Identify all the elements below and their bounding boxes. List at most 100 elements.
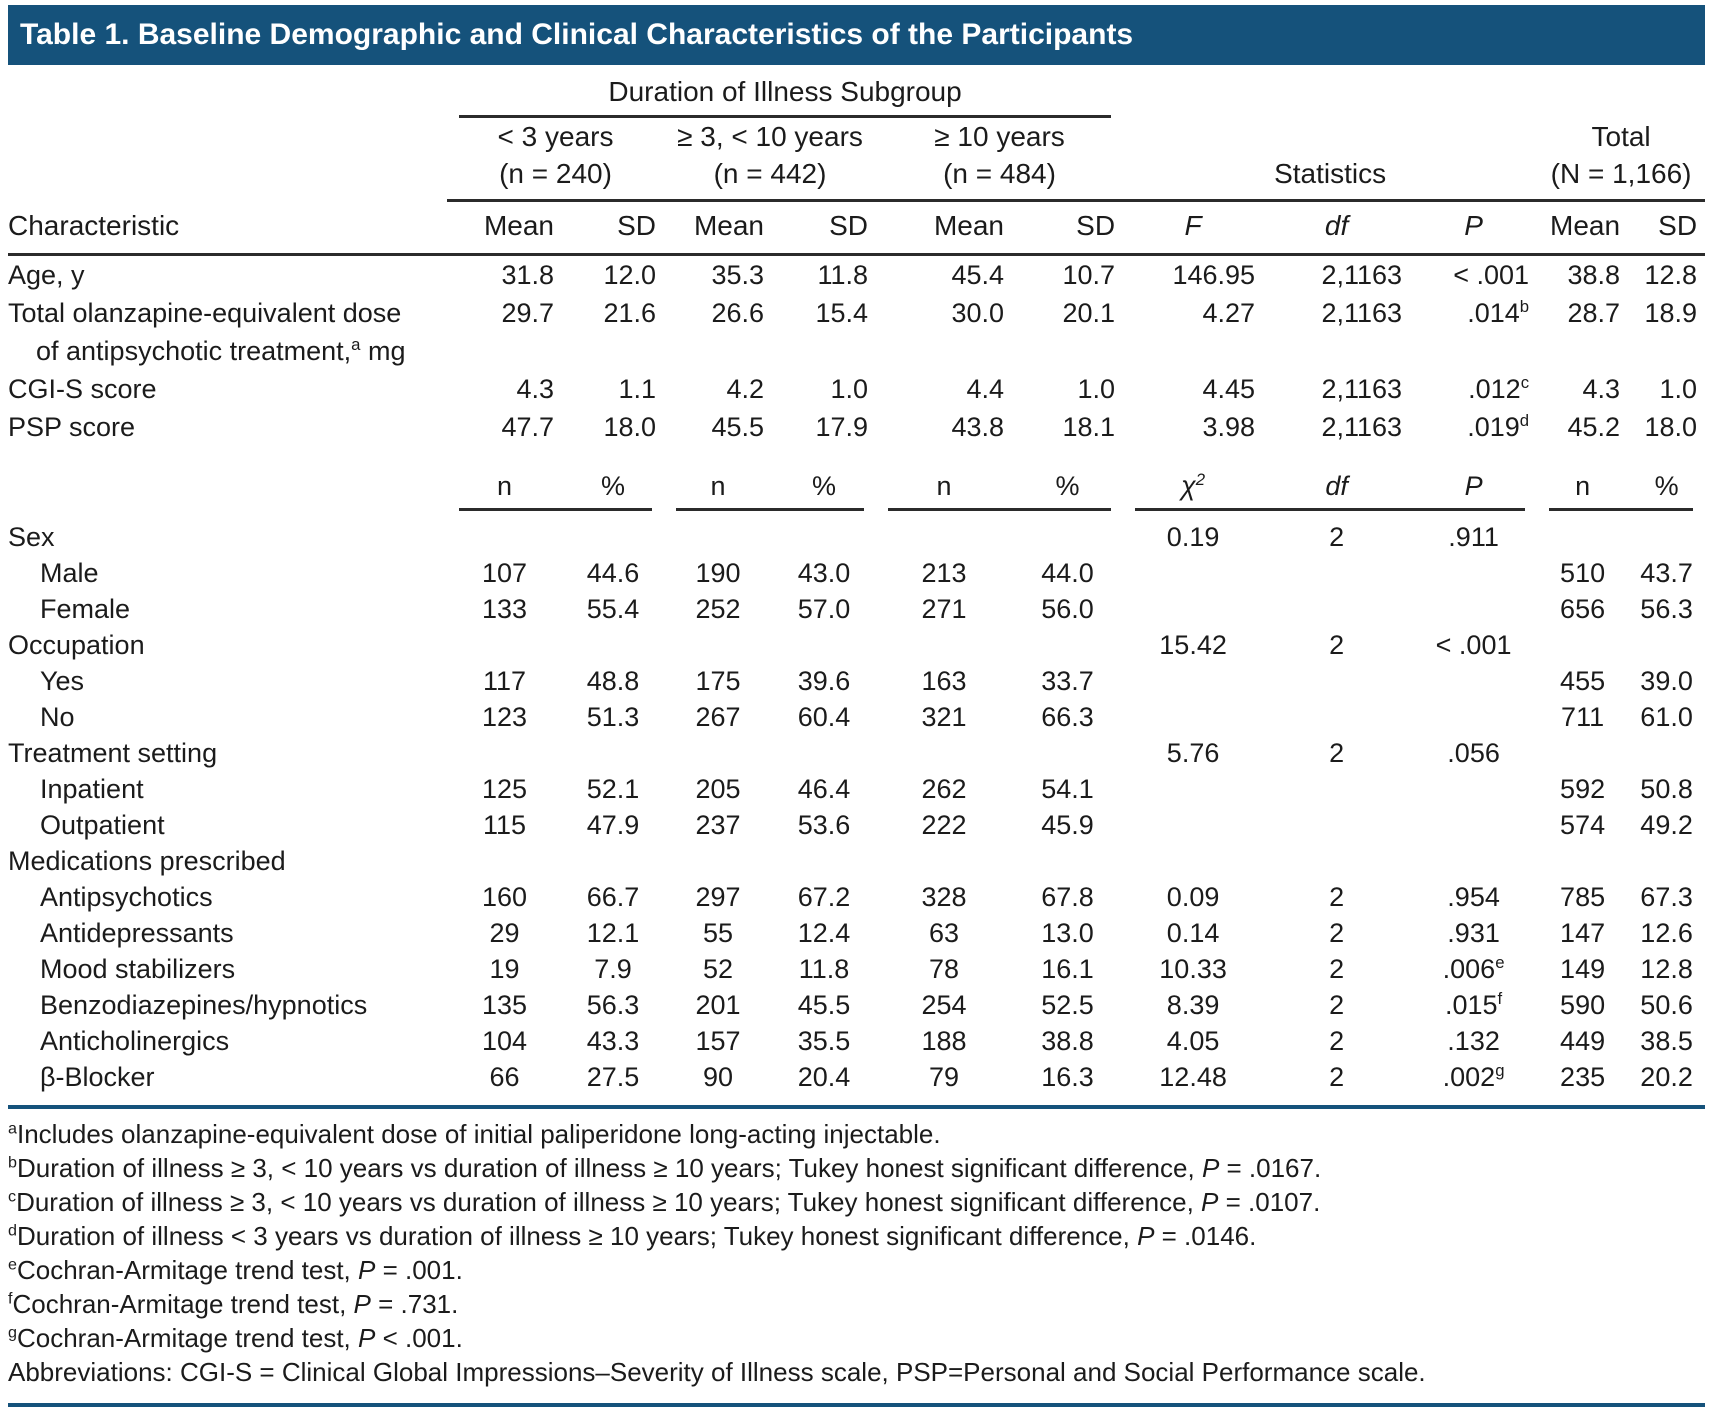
- count-col-header: %: [600, 471, 625, 501]
- value-cell: .012c: [1468, 373, 1530, 404]
- value-cell: [664, 843, 772, 879]
- spacer-cell: [8, 446, 447, 508]
- value-cell: 12.4: [797, 918, 851, 948]
- value-cell: 13.0: [1041, 918, 1094, 948]
- value-cell: 328: [921, 882, 967, 912]
- value-cell: 63: [928, 918, 960, 948]
- subgroup-lt3-header: < 3 years (n = 240): [447, 118, 664, 202]
- value-cell: [1410, 591, 1537, 627]
- value-cell: 45.5: [797, 990, 851, 1020]
- value-cell: 2: [1329, 522, 1345, 552]
- value-cell: 44.0: [1041, 558, 1094, 588]
- value-cell: 47.7: [501, 412, 554, 442]
- table-row: Female 133 55.4 252 57.0 271 56.0 656 56.3: [8, 591, 1705, 627]
- value-cell: 163: [921, 666, 967, 696]
- value-cell: 44.6: [586, 558, 640, 588]
- value-cell: [664, 627, 772, 663]
- table-row: β-Blocker 66 27.5 90 20.4 79 16.3 12.48 2 .002g 23…: [8, 1059, 1705, 1095]
- value-cell: [1263, 699, 1410, 735]
- value-cell: 4.3: [516, 374, 554, 404]
- table-row: Antidepressants 29 12.1 55 12.4 63 13.0 0.14 2 .9…: [8, 915, 1705, 951]
- count-col-header: %: [811, 471, 836, 501]
- count-col-header: %: [1654, 471, 1679, 501]
- value-cell: [876, 843, 1012, 879]
- value-cell: 18.9: [1644, 298, 1698, 328]
- value-cell: [1537, 735, 1628, 771]
- statistics-header: Statistics: [1123, 155, 1538, 202]
- value-cell: [447, 627, 562, 663]
- value-cell: 55.4: [586, 594, 640, 624]
- mean-col-header: Mean: [664, 202, 772, 256]
- table-row: Outpatient 115 47.9 237 53.6 222 45.9 574 49.2: [8, 807, 1705, 843]
- value-cell: 31.8: [501, 260, 554, 290]
- value-cell: 4.2: [726, 374, 764, 404]
- value-cell: 66: [489, 1062, 520, 1092]
- value-cell: 35.3: [711, 260, 764, 290]
- value-cell: [562, 519, 664, 555]
- value-cell: [1012, 843, 1123, 879]
- value-cell: 17.9: [815, 412, 868, 442]
- spacer-cell: [8, 508, 447, 519]
- value-cell: 222: [921, 810, 967, 840]
- value-cell: 50.6: [1640, 990, 1693, 1020]
- subgroup-range: < 3 years: [497, 121, 614, 152]
- footnote: aIncludes olanzapine-equivalent dose of …: [8, 1119, 941, 1149]
- value-cell: 254: [921, 990, 967, 1020]
- value-cell: 21.6: [603, 298, 656, 328]
- value-cell: 45.2: [1567, 412, 1621, 442]
- value-cell: 45.5: [711, 412, 764, 442]
- value-cell: [876, 519, 1012, 555]
- table-row: Antipsychotics 160 66.7 297 67.2 328 67.8 0.09 2…: [8, 879, 1705, 915]
- value-cell: .014b: [1467, 297, 1530, 328]
- value-cell: [1410, 699, 1537, 735]
- value-cell: 10.33: [1159, 954, 1227, 984]
- value-cell: [772, 843, 876, 879]
- page-bottom-rule: [8, 1403, 1705, 1407]
- value-cell: 175: [695, 666, 741, 696]
- value-cell: 115: [482, 810, 527, 840]
- value-cell: 56.3: [586, 990, 640, 1020]
- value-cell: 2: [1329, 630, 1345, 660]
- value-cell: 133: [481, 594, 528, 624]
- value-cell: 12.8: [1640, 954, 1693, 984]
- value-cell: 15.42: [1159, 630, 1227, 660]
- value-cell: 2: [1329, 738, 1345, 768]
- value-cell: [1012, 519, 1123, 555]
- subgroup-n: (n = 442): [713, 158, 827, 189]
- value-cell: [1410, 663, 1537, 699]
- value-cell: 123: [481, 702, 528, 732]
- value-cell: [1410, 555, 1537, 591]
- row-label: Medications prescribed: [8, 846, 286, 876]
- value-cell: .911: [1448, 522, 1499, 552]
- row-label: Outpatient: [40, 810, 165, 840]
- row-label: Female: [40, 594, 131, 624]
- value-cell: [1123, 771, 1263, 807]
- value-cell: 18.0: [1644, 412, 1698, 442]
- value-cell: 52: [702, 954, 734, 984]
- value-cell: 235: [1560, 1062, 1606, 1092]
- value-cell: 12.0: [603, 260, 656, 290]
- value-cell: 30.0: [951, 298, 1004, 328]
- value-cell: 15.4: [815, 298, 868, 328]
- value-cell: 3.98: [1202, 412, 1256, 442]
- table-row: Inpatient 125 52.1 205 46.4 262 54.1 592 50.8: [8, 771, 1705, 807]
- table-row: Anticholinergics 104 43.3 157 35.5 188 38.8 4.0…: [8, 1023, 1705, 1059]
- value-cell: 12.8: [1644, 260, 1698, 290]
- value-cell: 20.4: [797, 1062, 851, 1092]
- value-cell: 39.6: [797, 666, 851, 696]
- value-cell: [772, 519, 876, 555]
- group-underline-cell: [1537, 508, 1705, 519]
- row-label: PSP score: [8, 412, 136, 442]
- value-cell: 79: [928, 1062, 960, 1092]
- value-cell: 2: [1329, 954, 1345, 984]
- value-cell: 45.4: [951, 260, 1004, 290]
- row-label: CGI-S score: [8, 374, 157, 404]
- value-cell: 8.39: [1166, 990, 1220, 1020]
- value-cell: 52.5: [1041, 990, 1094, 1020]
- value-cell: [876, 627, 1012, 663]
- count-col-header: %: [1055, 471, 1080, 501]
- row-label: Treatment setting: [8, 738, 218, 768]
- value-cell: 78: [928, 954, 960, 984]
- value-cell: 56.0: [1041, 594, 1094, 624]
- row-label: Benzodiazepines/hypnotics: [40, 990, 368, 1020]
